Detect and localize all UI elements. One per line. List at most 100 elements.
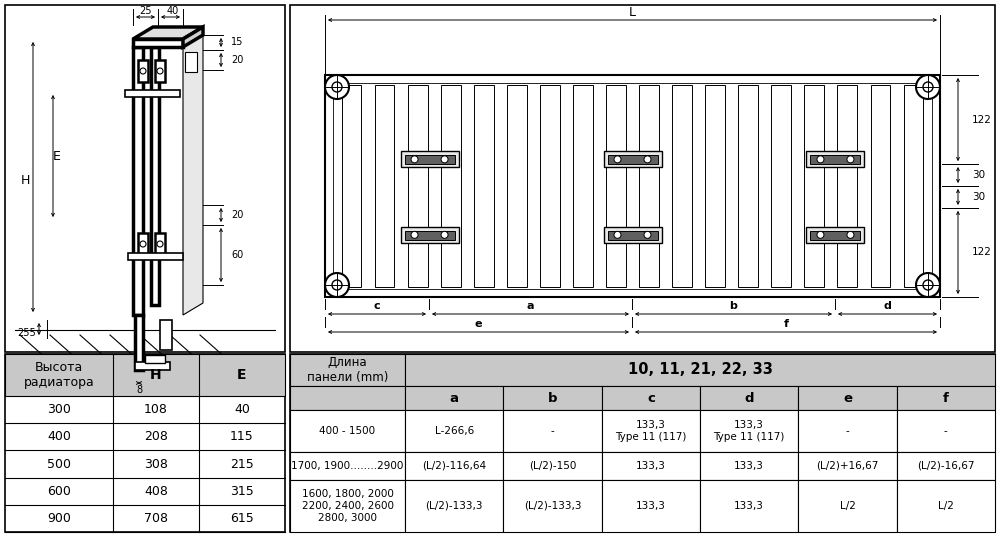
Text: c: c bbox=[374, 301, 380, 311]
Text: 215: 215 bbox=[230, 458, 254, 470]
Polygon shape bbox=[183, 35, 203, 315]
Text: 40: 40 bbox=[167, 6, 179, 16]
Text: 1700, 1900........2900: 1700, 1900........2900 bbox=[291, 461, 404, 471]
Text: b: b bbox=[730, 301, 737, 311]
Bar bbox=[408, 85, 428, 287]
Bar bbox=[604, 227, 662, 243]
Bar bbox=[135, 362, 170, 370]
Bar bbox=[503, 452, 602, 480]
Text: 122: 122 bbox=[972, 248, 992, 257]
Bar bbox=[405, 354, 995, 386]
Text: -: - bbox=[846, 426, 849, 436]
Text: 208: 208 bbox=[144, 430, 168, 444]
Text: 20: 20 bbox=[231, 210, 243, 220]
Bar bbox=[602, 410, 700, 452]
Text: d: d bbox=[744, 391, 754, 404]
Bar bbox=[700, 386, 798, 410]
Text: 315: 315 bbox=[230, 485, 254, 498]
Text: H: H bbox=[20, 175, 30, 187]
Text: 8: 8 bbox=[136, 385, 142, 395]
Text: 30: 30 bbox=[972, 192, 985, 202]
Text: 400 - 1500: 400 - 1500 bbox=[319, 426, 376, 436]
Bar bbox=[290, 354, 405, 386]
Bar bbox=[401, 227, 459, 243]
Text: b: b bbox=[548, 391, 557, 404]
Text: f: f bbox=[943, 391, 949, 404]
Bar bbox=[155, 233, 165, 255]
Bar bbox=[151, 47, 159, 305]
Circle shape bbox=[916, 273, 940, 297]
Bar bbox=[405, 231, 455, 240]
Bar bbox=[804, 85, 824, 287]
Circle shape bbox=[817, 156, 824, 163]
Bar bbox=[128, 253, 183, 260]
Text: 60: 60 bbox=[231, 250, 243, 260]
Text: E: E bbox=[53, 149, 61, 163]
Text: 133,3: 133,3 bbox=[636, 461, 666, 471]
Bar bbox=[405, 155, 455, 164]
Text: 708: 708 bbox=[144, 512, 168, 525]
Text: L-266,6: L-266,6 bbox=[435, 426, 474, 436]
Text: 408: 408 bbox=[144, 485, 168, 498]
Text: 40: 40 bbox=[234, 403, 250, 416]
Bar bbox=[333, 83, 932, 289]
Bar bbox=[810, 155, 860, 164]
Bar bbox=[405, 410, 503, 452]
Text: a: a bbox=[450, 391, 459, 404]
Text: (L/2)-116,64: (L/2)-116,64 bbox=[422, 461, 486, 471]
Bar bbox=[503, 480, 602, 532]
Bar bbox=[540, 85, 560, 287]
Circle shape bbox=[325, 273, 349, 297]
Bar bbox=[138, 233, 148, 255]
Bar bbox=[290, 5, 995, 352]
Polygon shape bbox=[133, 27, 203, 39]
Text: 615: 615 bbox=[230, 512, 254, 525]
Bar bbox=[606, 85, 626, 287]
Text: 900: 900 bbox=[47, 512, 71, 525]
Text: 600: 600 bbox=[47, 485, 71, 498]
Text: 20: 20 bbox=[231, 55, 243, 65]
Circle shape bbox=[441, 156, 448, 163]
Circle shape bbox=[441, 231, 448, 238]
Bar bbox=[375, 85, 394, 287]
Bar bbox=[503, 386, 602, 410]
Circle shape bbox=[325, 75, 349, 99]
Bar bbox=[5, 5, 285, 352]
Text: 10, 11, 21, 22, 33: 10, 11, 21, 22, 33 bbox=[628, 362, 772, 378]
Text: (L/2)-133,3: (L/2)-133,3 bbox=[524, 501, 581, 511]
Circle shape bbox=[644, 231, 651, 238]
Text: L: L bbox=[629, 5, 636, 18]
Bar bbox=[290, 354, 995, 532]
Circle shape bbox=[411, 156, 418, 163]
Circle shape bbox=[644, 156, 651, 163]
Bar bbox=[138, 60, 148, 82]
Bar bbox=[897, 386, 995, 410]
Bar bbox=[5, 354, 285, 532]
Circle shape bbox=[157, 68, 163, 74]
Text: 1600, 1800, 2000
2200, 2400, 2600
2800, 3000: 1600, 1800, 2000 2200, 2400, 2600 2800, … bbox=[302, 489, 394, 523]
Bar bbox=[133, 47, 143, 315]
Bar bbox=[405, 480, 503, 532]
Text: Высота
радиатора: Высота радиатора bbox=[24, 361, 94, 389]
Bar bbox=[573, 85, 593, 287]
Bar bbox=[897, 452, 995, 480]
Bar bbox=[441, 85, 461, 287]
Bar bbox=[837, 85, 857, 287]
Bar bbox=[155, 60, 165, 82]
Bar bbox=[806, 227, 864, 243]
Bar bbox=[133, 39, 183, 47]
Bar bbox=[798, 452, 897, 480]
Text: -: - bbox=[944, 426, 948, 436]
Text: E: E bbox=[237, 368, 247, 382]
Bar bbox=[503, 410, 602, 452]
Circle shape bbox=[916, 75, 940, 99]
Bar bbox=[185, 52, 197, 72]
Bar bbox=[135, 315, 143, 370]
Bar bbox=[806, 151, 864, 168]
Text: (L/2)-16,67: (L/2)-16,67 bbox=[917, 461, 975, 471]
Bar bbox=[771, 85, 791, 287]
Bar bbox=[639, 85, 659, 287]
Bar bbox=[290, 480, 405, 532]
Text: 15: 15 bbox=[231, 37, 243, 47]
Bar bbox=[290, 452, 405, 480]
